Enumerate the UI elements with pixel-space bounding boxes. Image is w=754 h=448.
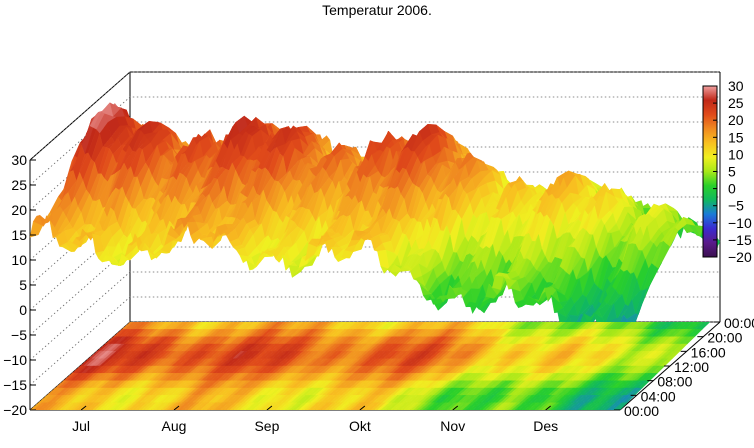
colorbar-tick-label: 25 (728, 95, 744, 111)
z-tick-label: −15 (3, 377, 27, 393)
floor-projection (30, 322, 710, 410)
colorbar-tick-label: −10 (728, 215, 752, 231)
z-axis-ticks: 30 25 20 15 10 5 0 −5 −10 −15 −20 (3, 152, 36, 418)
z-tick-label: 30 (11, 152, 27, 168)
x-tick-label: Nov (440, 418, 465, 434)
colorbar-tick-label: −20 (728, 249, 752, 265)
colorbar-tick-label: 0 (728, 181, 736, 197)
y-tick-label: 00:00 (724, 315, 754, 331)
colorbar-tick-label: 20 (728, 112, 744, 128)
z-tick-label: 0 (19, 302, 27, 318)
z-tick-label: −20 (3, 402, 27, 418)
x-tick-label: Okt (349, 418, 371, 434)
colorbar-tick-label: 5 (728, 164, 736, 180)
y-tick-label: 20:00 (707, 330, 742, 346)
z-gridline (29, 71, 720, 161)
y-tick-label: 08:00 (657, 374, 692, 390)
x-tick-label: Sep (254, 418, 279, 434)
z-tick-label: 20 (11, 202, 27, 218)
colorbar-tick-label: 30 (728, 78, 744, 94)
y-tick-label: 12:00 (674, 359, 709, 375)
z-gridline (29, 96, 720, 186)
colorbar-tick-label: 10 (728, 146, 744, 162)
y-tick-label: 00:00 (624, 403, 659, 419)
colorbar-tick-label: 15 (728, 129, 744, 145)
z-tick-label: 5 (19, 277, 27, 293)
z-tick-label: 25 (11, 177, 27, 193)
colorbar-tick-label: −15 (728, 232, 752, 248)
z-tick-label: −10 (3, 352, 27, 368)
chart-title: Temperatur 2006. (322, 2, 432, 18)
z-gridline (29, 296, 720, 386)
z-tick-label: 10 (11, 252, 27, 268)
x-tick-label: Jul (72, 418, 90, 434)
y-tick-label: 04:00 (641, 388, 676, 404)
z-tick-label: 15 (11, 227, 27, 243)
colorbar-tick-label: −5 (728, 198, 744, 214)
z-gridline (29, 271, 720, 361)
box-edge (29, 71, 131, 161)
x-tick-label: Des (533, 418, 558, 434)
z-tick-label: −5 (11, 327, 27, 343)
temperature-surface (29, 102, 721, 339)
y-tick-label: 16:00 (691, 344, 726, 360)
x-tick-label: Aug (162, 418, 187, 434)
